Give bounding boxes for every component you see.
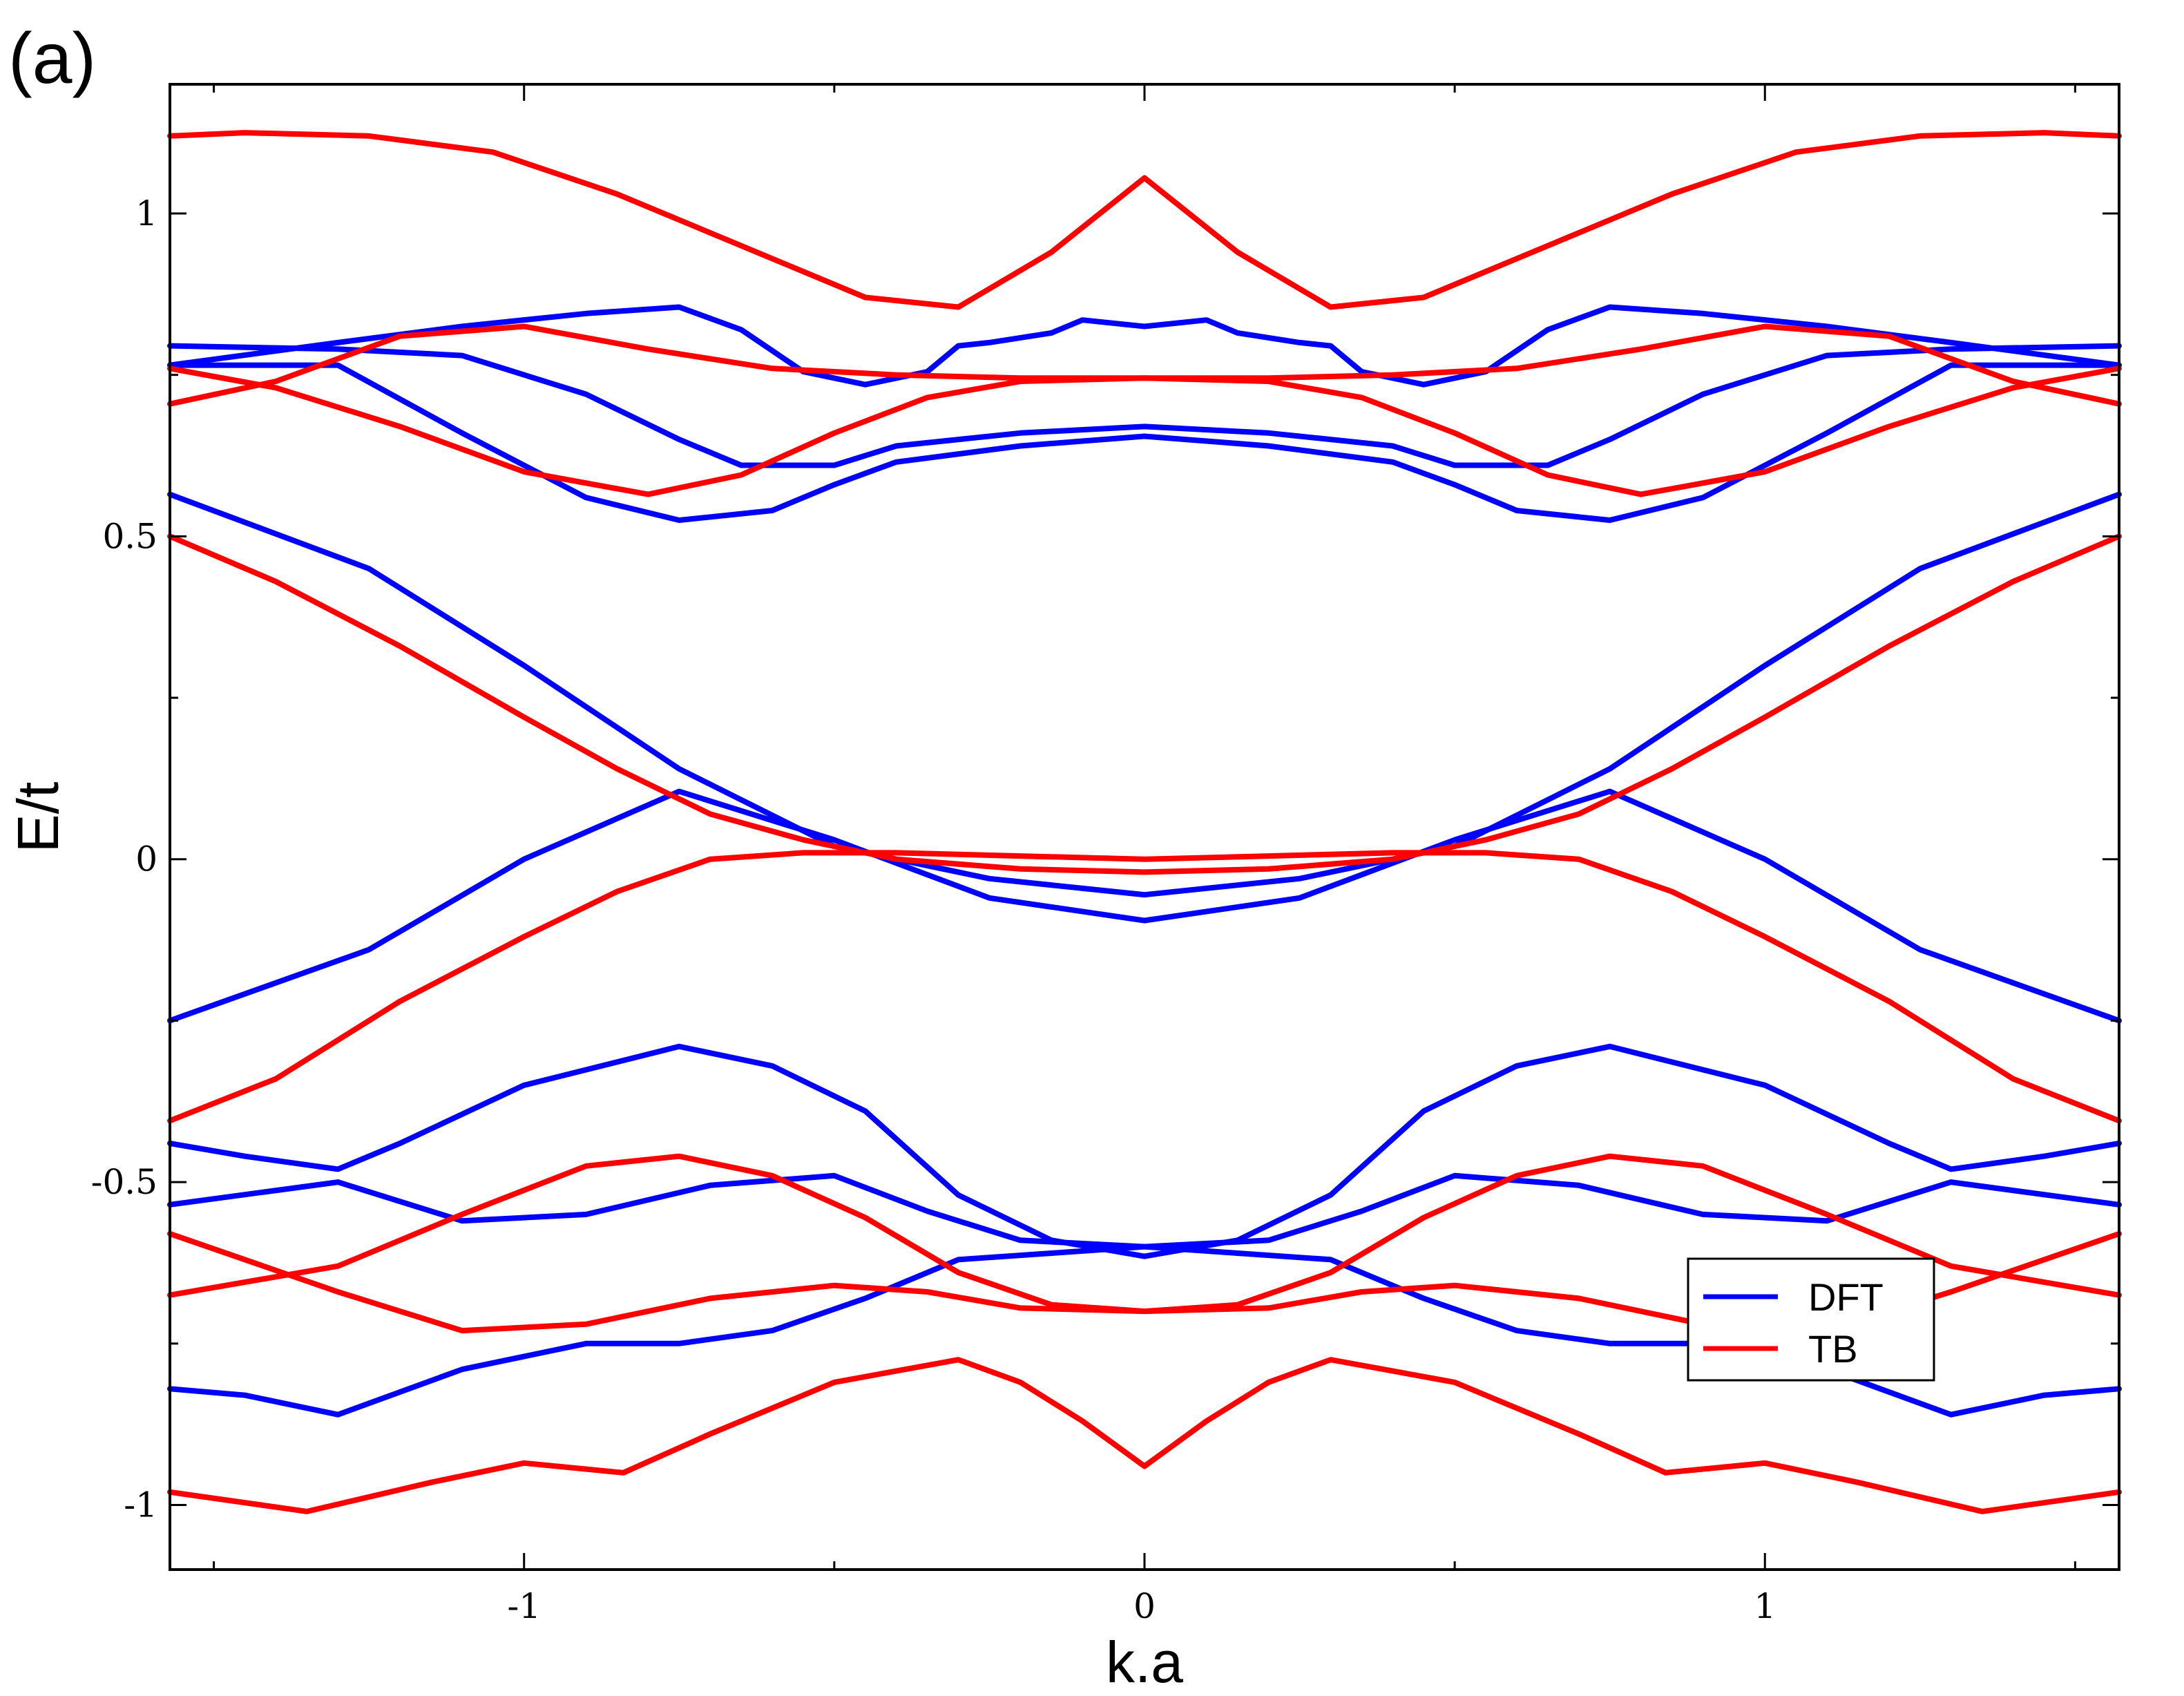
x-tick-label: 1 <box>1754 1586 1776 1626</box>
tb-band-5 <box>167 1357 2122 1514</box>
legend: DFT TB <box>1687 1257 1935 1382</box>
y-tick-label: 0.5 <box>102 516 157 556</box>
dft-band-7 <box>167 362 2122 523</box>
legend-label-tb: TB <box>1808 1327 1858 1371</box>
tb-band-2 <box>167 533 2122 875</box>
x-tick-label: -1 <box>507 1586 541 1626</box>
tb-band-7 <box>167 365 2122 497</box>
series-tb <box>167 130 2122 1514</box>
panel-label: (a) <box>8 19 96 99</box>
dft-band-6 <box>167 343 2122 468</box>
series-dft <box>167 304 2122 1418</box>
dft-band-2 <box>167 491 2122 898</box>
series-layer <box>167 130 2122 1514</box>
legend-box <box>1687 1257 1935 1382</box>
y-tick-label: -0.5 <box>91 1162 157 1202</box>
x-tick-label: 0 <box>1133 1586 1156 1626</box>
dft-band-3 <box>167 1043 2122 1259</box>
tb-band-1 <box>167 850 2122 1124</box>
tb-band-6 <box>167 323 2122 407</box>
dft-band-8 <box>167 304 2122 388</box>
dft-band-4 <box>167 1172 2122 1250</box>
y-axis-label: E/t <box>6 782 70 853</box>
tb-band-8 <box>167 130 2122 310</box>
legend-label-dft: DFT <box>1808 1275 1884 1319</box>
y-tick-label: 0 <box>135 839 157 879</box>
x-axis-label: k.a <box>1106 1630 1183 1693</box>
tick-layer: -1 0 1 -1 -0.5 0 0.5 1 <box>91 84 2119 1626</box>
dft-band-1 <box>167 788 2122 1024</box>
y-tick-label: 1 <box>135 193 157 234</box>
y-tick-label: -1 <box>124 1485 157 1525</box>
